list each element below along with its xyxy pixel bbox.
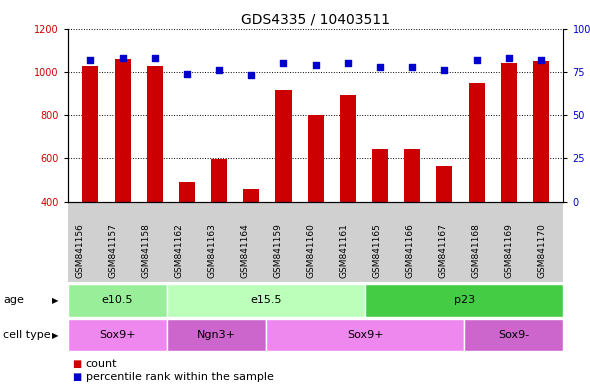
Text: age: age <box>3 295 24 306</box>
Point <box>86 57 95 63</box>
Bar <box>211 159 227 288</box>
Bar <box>83 66 99 288</box>
Point <box>214 67 224 73</box>
Point <box>536 57 546 63</box>
Text: percentile rank within the sample: percentile rank within the sample <box>86 372 273 382</box>
Bar <box>114 59 130 288</box>
Point <box>150 55 159 61</box>
Bar <box>468 83 484 288</box>
Text: GSM841163: GSM841163 <box>208 223 217 278</box>
Text: GSM841156: GSM841156 <box>76 223 84 278</box>
Point <box>408 64 417 70</box>
Text: Ngn3+: Ngn3+ <box>197 330 236 340</box>
Text: e10.5: e10.5 <box>101 295 133 306</box>
Bar <box>340 95 356 288</box>
Text: ▶: ▶ <box>52 296 59 305</box>
Text: ■: ■ <box>72 372 81 382</box>
Text: GSM841168: GSM841168 <box>472 223 481 278</box>
Bar <box>437 166 453 288</box>
Text: p23: p23 <box>454 295 475 306</box>
Point <box>440 67 449 73</box>
Bar <box>147 66 163 288</box>
Text: GSM841165: GSM841165 <box>373 223 382 278</box>
Point <box>343 60 353 66</box>
Point <box>472 57 481 63</box>
Text: GSM841161: GSM841161 <box>340 223 349 278</box>
Bar <box>276 90 291 288</box>
Text: GSM841158: GSM841158 <box>142 223 150 278</box>
Text: GSM841160: GSM841160 <box>307 223 316 278</box>
Text: count: count <box>86 359 117 369</box>
Text: GSM841159: GSM841159 <box>274 223 283 278</box>
Text: GSM841162: GSM841162 <box>175 223 183 278</box>
Point <box>504 55 513 61</box>
Text: Sox9+: Sox9+ <box>347 330 384 340</box>
Point <box>182 71 192 77</box>
Text: GSM841157: GSM841157 <box>109 223 117 278</box>
Point <box>118 55 127 61</box>
Text: GSM841166: GSM841166 <box>406 223 415 278</box>
Text: GSM841170: GSM841170 <box>538 223 547 278</box>
Text: GSM841164: GSM841164 <box>241 223 250 278</box>
Bar <box>243 189 260 288</box>
Text: Sox9+: Sox9+ <box>99 330 136 340</box>
Text: ■: ■ <box>72 359 81 369</box>
Bar <box>501 63 517 288</box>
Text: GDS4335 / 10403511: GDS4335 / 10403511 <box>241 12 390 26</box>
Point <box>375 64 385 70</box>
Text: Sox9-: Sox9- <box>499 330 529 340</box>
Point <box>278 60 288 66</box>
Point <box>247 72 256 78</box>
Bar <box>307 115 324 288</box>
Bar <box>372 149 388 288</box>
Bar <box>533 61 549 288</box>
Point <box>311 62 320 68</box>
Text: e15.5: e15.5 <box>250 295 282 306</box>
Bar <box>179 182 195 288</box>
Text: ▶: ▶ <box>52 331 59 339</box>
Text: GSM841169: GSM841169 <box>505 223 514 278</box>
Bar <box>404 149 420 288</box>
Text: GSM841167: GSM841167 <box>439 223 448 278</box>
Text: cell type: cell type <box>3 330 51 340</box>
